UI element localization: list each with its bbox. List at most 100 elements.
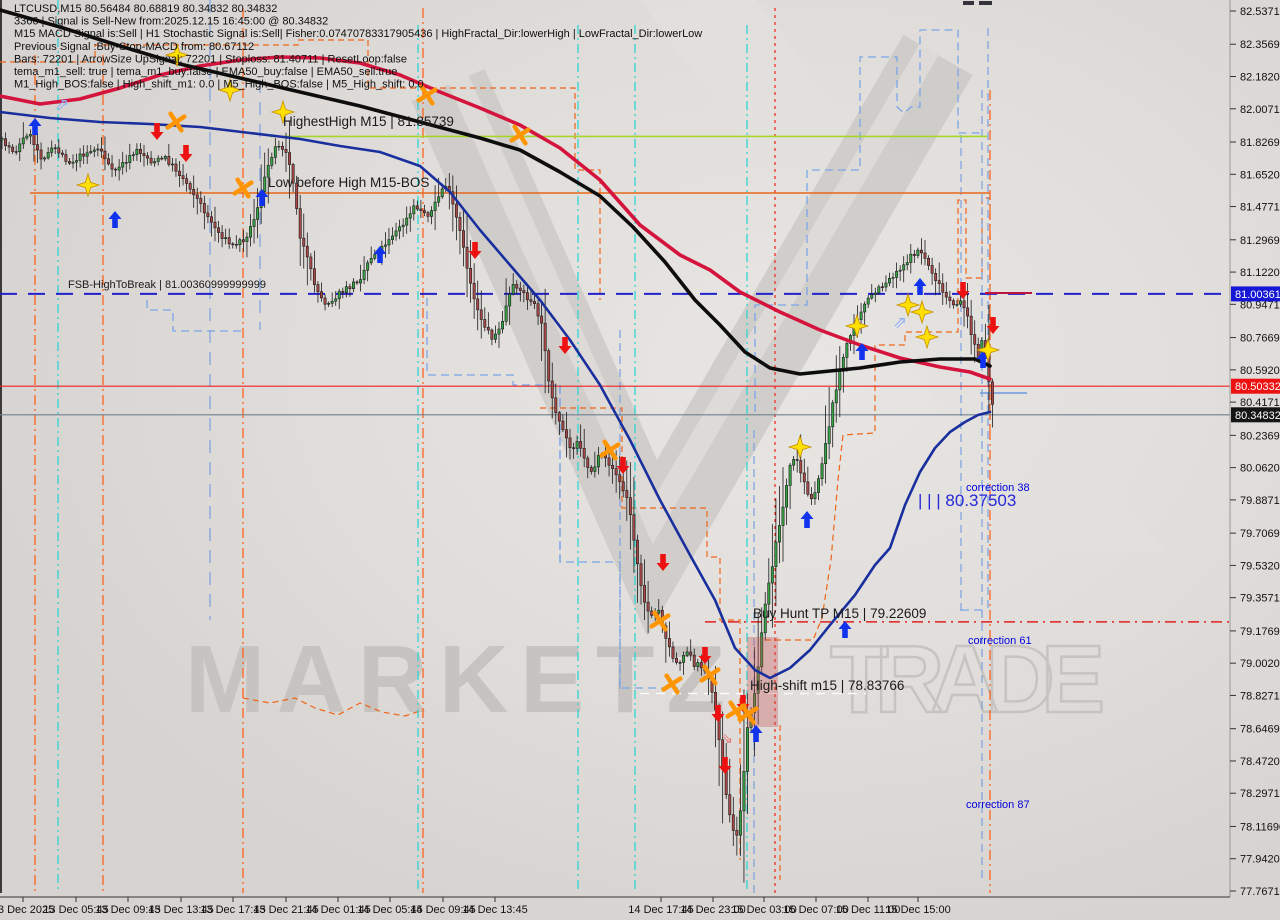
sell-arrow-icon — [986, 317, 1000, 334]
candle-body — [643, 585, 647, 603]
candle-body — [831, 402, 835, 428]
hollow-up-arrow-icon: ⇗ — [55, 95, 69, 114]
watermark-band — [640, 0, 1165, 552]
buy-arrow-icon — [108, 211, 122, 228]
black-ma-line — [0, 8, 992, 376]
candle-body — [21, 137, 25, 145]
clipped-top-text — [963, 1, 992, 5]
buy-arrow-icon — [28, 118, 42, 135]
candle-body — [966, 307, 970, 317]
candle-body — [419, 208, 423, 211]
buy-hunt-tp-label: Buy Hunt TP M15 | 79.22609 — [753, 606, 926, 621]
price-axis-label: 80.59200 — [1240, 365, 1280, 377]
price-axis-label: 79.35710 — [1240, 593, 1280, 605]
candle-body — [735, 830, 739, 836]
candle-body — [937, 280, 941, 284]
candle-body — [103, 150, 107, 160]
candle-body — [955, 304, 959, 306]
candle-body — [845, 343, 849, 358]
candle-body — [107, 158, 110, 165]
price-axis-label: 78.11690 — [1240, 821, 1280, 833]
candle-body — [224, 237, 228, 239]
signal-markers: ⇗ ⇗ ⇘ — [28, 42, 1001, 774]
candle-body — [362, 269, 366, 280]
info-panel: LTCUSD,M15 80.56484 80.68819 80.34832 80… — [14, 3, 702, 91]
candle-body — [930, 265, 934, 274]
info-line: 3366 | Signal is Sell-New from:2025.12.1… — [14, 16, 328, 28]
price-axis-label: 82.53710 — [1240, 6, 1280, 18]
candle-body — [618, 474, 622, 483]
watermark-logo-check — [411, 34, 973, 637]
cross-signal-icon — [649, 610, 671, 632]
candle-body — [614, 468, 618, 476]
candle-body — [628, 497, 632, 516]
candle-body — [124, 162, 128, 164]
candle-body — [838, 371, 842, 391]
candle-body — [298, 208, 302, 239]
time-axis-label: 13 Dec 13:45 — [148, 904, 213, 916]
candle-body — [472, 282, 476, 300]
vertical-signal-lines[interactable] — [34, 0, 991, 893]
candle-body — [252, 219, 256, 227]
highest-high-label: HighestHigh M15 | 81.85739 — [283, 114, 454, 129]
price-axis-label: 79.00200 — [1240, 658, 1280, 670]
candle-body — [412, 205, 416, 215]
candle-body — [788, 464, 792, 486]
candle-body — [575, 441, 579, 449]
price-chip-label: 80.50332 — [1235, 381, 1280, 393]
candle-body — [305, 245, 309, 258]
candle-body — [990, 381, 994, 405]
candle-body — [582, 447, 586, 459]
candle-body — [178, 170, 181, 176]
star-signal-icon — [895, 292, 921, 318]
price-axis-label: 82.35690 — [1240, 39, 1280, 51]
candle-body — [36, 144, 39, 151]
candle-body — [934, 272, 938, 281]
candle-body — [753, 693, 757, 714]
blue-channel-line — [754, 29, 983, 412]
candle-body — [895, 270, 899, 278]
candle-body — [405, 217, 409, 226]
candle-body — [53, 147, 57, 150]
sell-arrow-icon — [616, 457, 630, 474]
candle-body — [188, 183, 192, 190]
buy-arrow-icon — [913, 278, 927, 295]
sell-arrow-icon — [698, 647, 712, 664]
candle-body — [827, 426, 831, 444]
candle-body — [273, 146, 277, 158]
candle-body — [454, 203, 458, 218]
candle-body — [639, 563, 643, 586]
time-axis-label: 15 Dec 15:00 — [885, 904, 950, 916]
candle-body — [866, 297, 870, 305]
star-signal-icon — [217, 77, 243, 103]
candle-body — [973, 334, 977, 345]
candle-body — [78, 153, 82, 161]
candle-body — [383, 244, 387, 247]
buy-arrow-icon — [855, 343, 869, 360]
star-signal-icon — [844, 313, 870, 339]
candle-body — [863, 303, 867, 313]
candle-body — [806, 481, 810, 495]
candle-body — [366, 262, 370, 271]
candle-body — [0, 138, 4, 141]
candle-body — [156, 157, 160, 162]
info-line: M1_High_BOS:false | High_shift_m1: 0.0 |… — [14, 79, 424, 91]
navy-ma-line — [0, 110, 992, 680]
star-signal-icon — [270, 99, 296, 125]
candle-body — [213, 221, 217, 229]
correction-87-label: correction 87 — [966, 799, 1030, 811]
candle-body — [870, 294, 874, 299]
time-axis-label: 13 Dec 05:45 — [43, 904, 108, 916]
candle-body — [185, 178, 189, 184]
candle-body — [916, 249, 920, 256]
candle-body — [334, 298, 338, 302]
candle-body — [170, 163, 174, 166]
candle-body — [373, 254, 377, 259]
candle-body — [621, 481, 625, 491]
candle-body — [341, 290, 345, 293]
candle-body — [440, 188, 444, 198]
cross-signal-icon — [737, 703, 759, 725]
price-axis[interactable]: 82.53710 82.35690 82.18200 82.00710 81.82690… — [1229, 0, 1280, 898]
